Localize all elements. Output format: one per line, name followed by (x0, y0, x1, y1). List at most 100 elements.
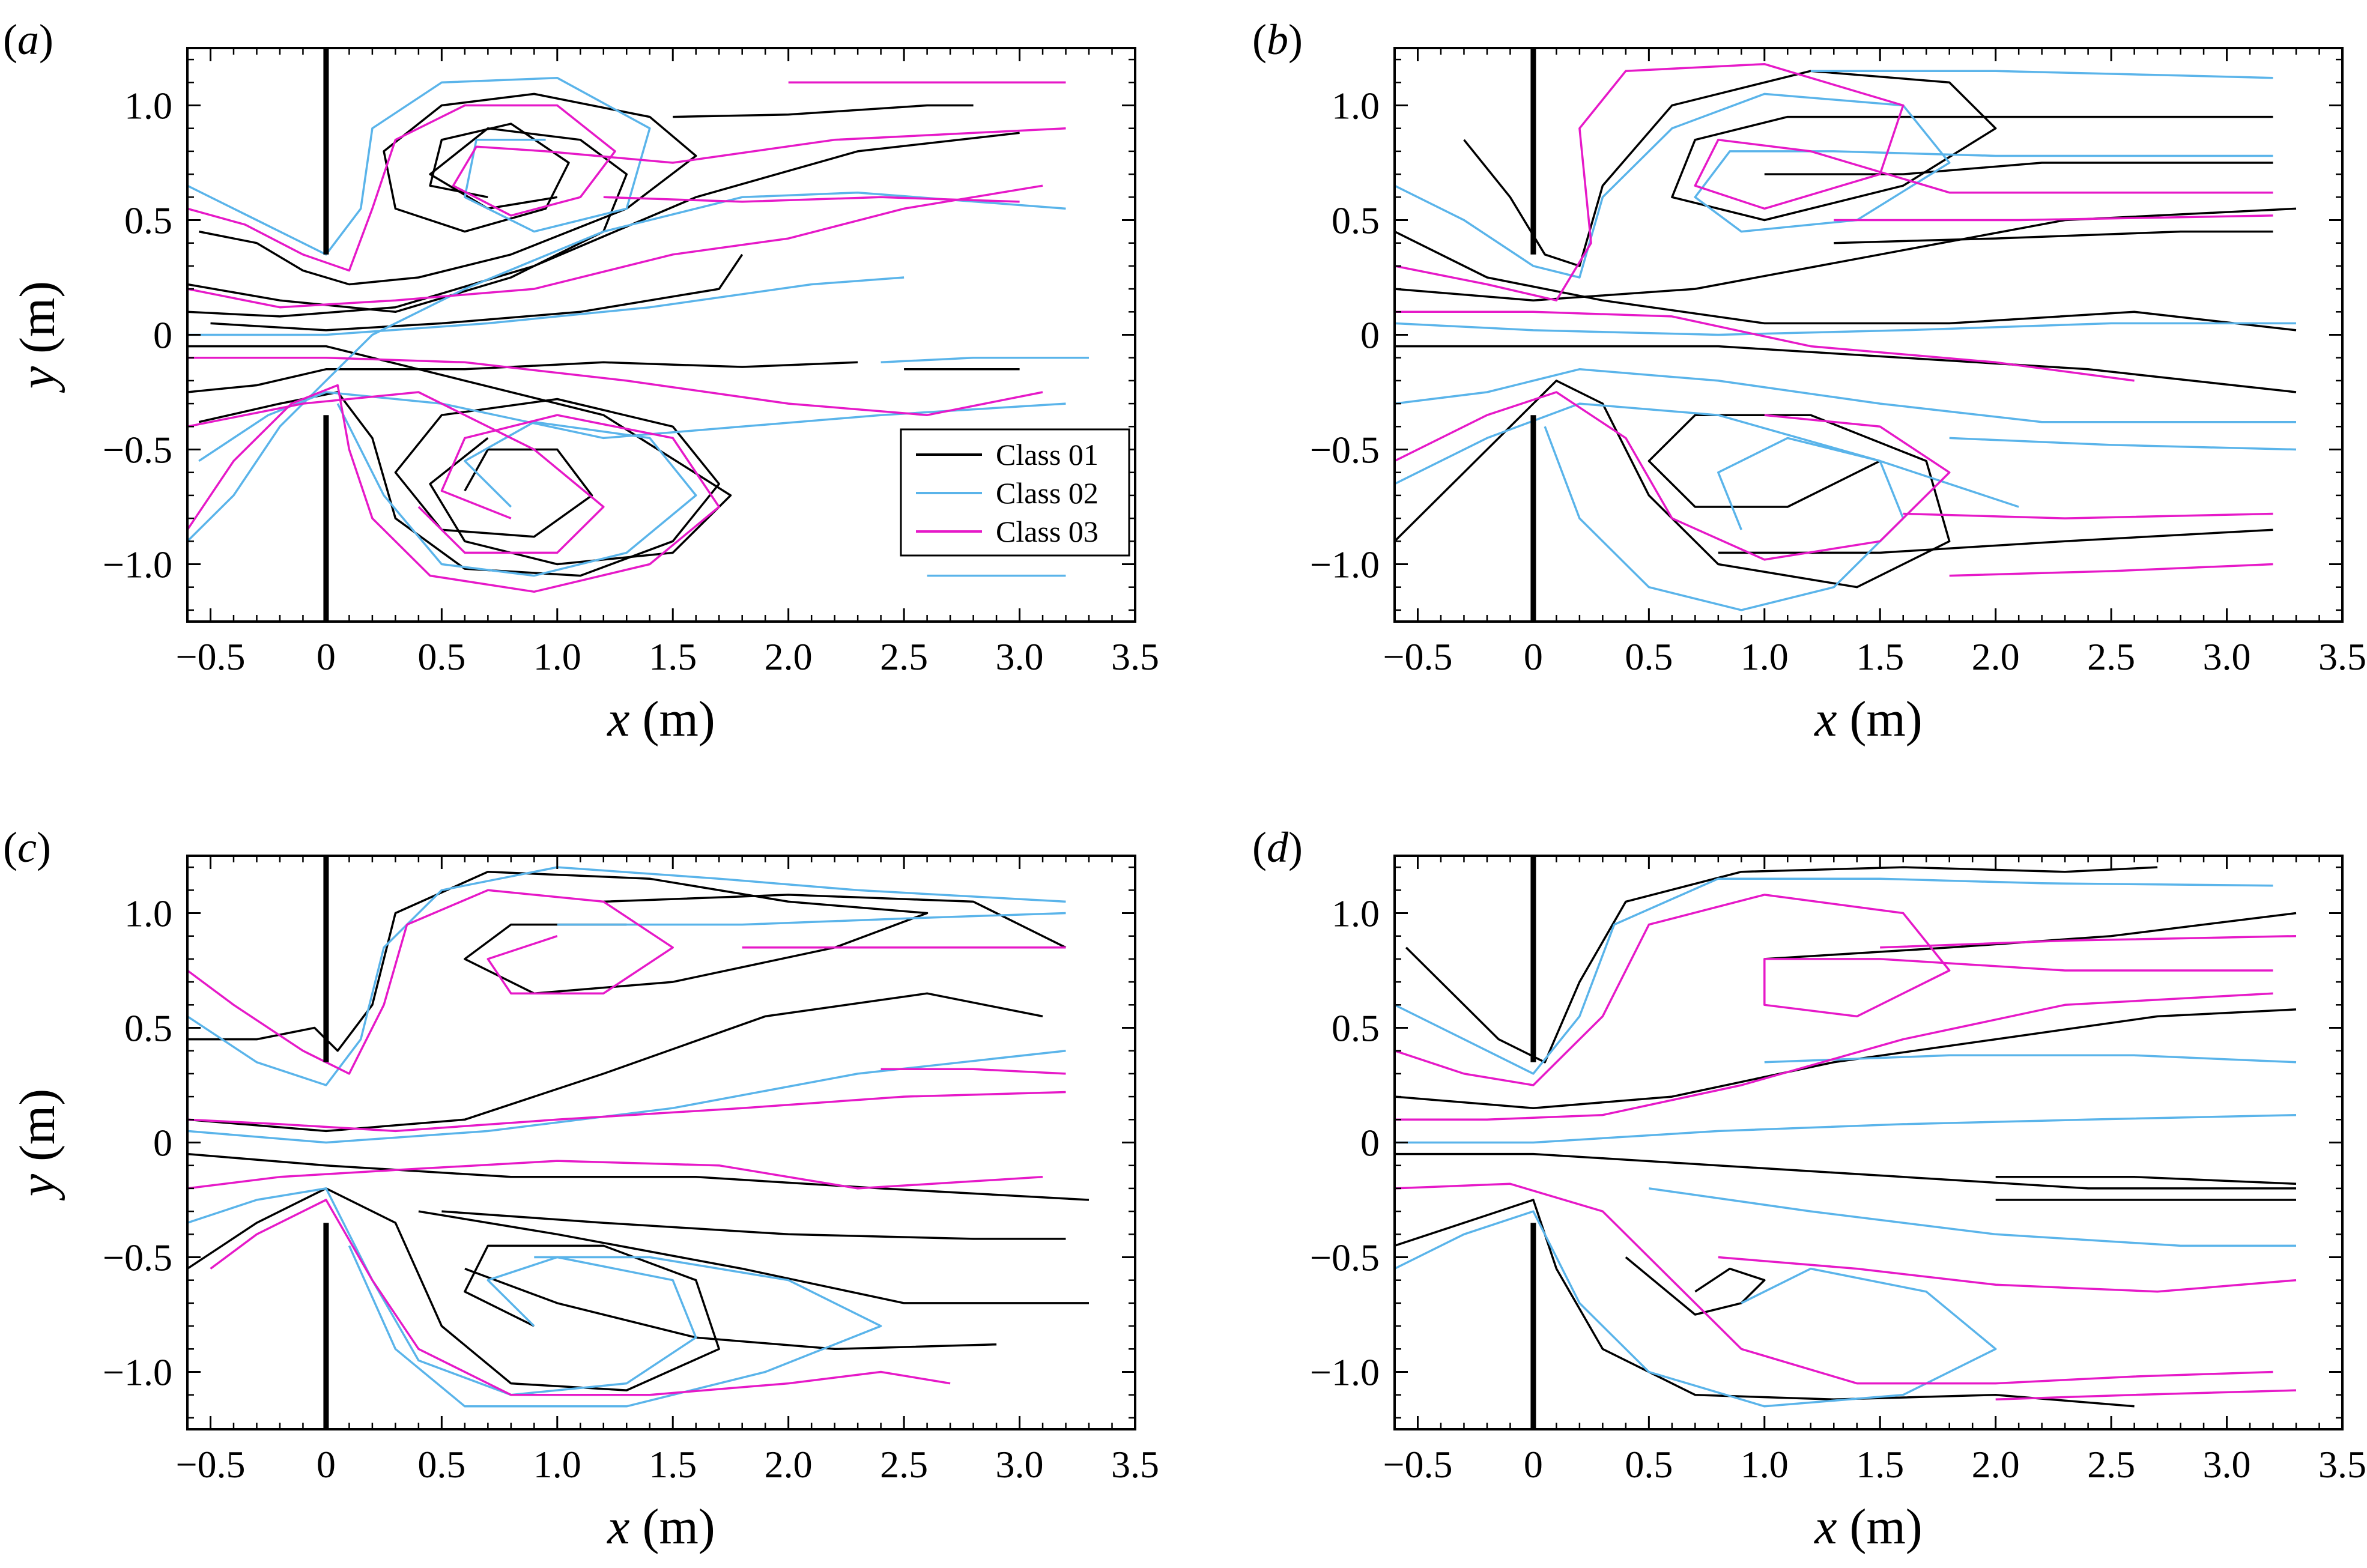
trajectory-class-01 (198, 391, 720, 577)
panel-1: −0.5 0 0.5 1.0 1.5 2.0 2.5 3.0 3.5 −1.0 −0.5 0 0.5 1.… (1252, 16, 2366, 747)
trajectory-class-01 (210, 253, 744, 331)
trajectory-class-01 (187, 345, 732, 566)
trajectory-class-01 (1834, 230, 2273, 244)
trajectory-class-02 (348, 1245, 882, 1408)
trajectory-class-01 (187, 992, 1043, 1133)
y-tick-label: 0 (1360, 1122, 1380, 1164)
x-tick-label: 0.5 (417, 635, 465, 678)
trajectory-class-03 (187, 104, 1066, 272)
legend-label: Class 01 (996, 438, 1099, 471)
x-tick-label: 2.5 (2087, 1443, 2135, 1486)
trajectory-class-03 (603, 196, 1020, 203)
y-tick-label: 1.0 (124, 85, 172, 127)
trajectory-class-03 (187, 184, 1043, 309)
trajectory-class-01 (1395, 1199, 2135, 1408)
x-tick-label: 3.0 (2203, 635, 2251, 678)
trajectory-class-02 (336, 403, 697, 577)
trajectory-class-01 (464, 1267, 997, 1351)
x-tick-label: −0.5 (175, 635, 245, 678)
trajectory-class-02 (1395, 877, 2273, 1075)
trajectory-class-02 (187, 1187, 697, 1396)
trajectory-class-01 (1764, 912, 2297, 960)
trajectory-class-02 (557, 912, 1066, 926)
trajectory-class-03 (1949, 563, 2273, 577)
y-tick-label: −1.0 (103, 1351, 172, 1394)
trajectory-class-01 (1463, 70, 2273, 267)
x-tick-label: 2.0 (765, 1443, 813, 1486)
y-tick-label: 1.0 (124, 892, 172, 935)
trajectory-class-03 (187, 1160, 1043, 1190)
trajectory-class-02 (1810, 70, 2273, 79)
axes-frame (1393, 47, 2344, 623)
y-tick-label: 0.5 (124, 1007, 172, 1050)
legend-label: Class 03 (996, 515, 1099, 548)
x-tick-label: 3.0 (996, 635, 1044, 678)
trajectory-class-01 (673, 104, 974, 118)
x-tick-label: 2.0 (1972, 1443, 2020, 1486)
trajectory-class-03 (1834, 214, 2273, 222)
legend-label: Class 02 (996, 476, 1099, 510)
x-axis-title: x (m) (1813, 1499, 1923, 1555)
x-tick-label: 1.0 (1741, 635, 1789, 678)
trajectory-class-02 (1395, 1113, 2297, 1144)
x-tick-label: 0 (317, 635, 336, 678)
trajectory-class-01 (1764, 162, 2273, 175)
y-tick-label: −1.0 (1310, 543, 1380, 586)
y-tick-label: −0.5 (103, 429, 172, 471)
trajectory-class-01 (1395, 231, 2297, 331)
y-axis-title: y (m) (10, 1089, 65, 1202)
trajectory-class-02 (1544, 426, 1905, 611)
trajectory-class-03 (1395, 894, 2273, 1086)
trajectory-class-03 (210, 1199, 951, 1396)
x-tick-label: −0.5 (1383, 635, 1452, 678)
trajectory-class-03 (1395, 992, 2273, 1121)
x-tick-label: 1.5 (649, 1443, 697, 1486)
x-tick-label: 0.5 (417, 1443, 465, 1486)
trajectory-class-03 (1395, 391, 1951, 561)
trajectory-class-01 (603, 894, 1067, 949)
panel-0: −0.5 0 0.5 1.0 1.5 2.0 2.5 3.0 3.5 −1.0 −0.5 0 0.5 1.… (3, 16, 1159, 747)
trajectory-class-01 (1625, 1256, 1766, 1316)
x-tick-label: 3.5 (1111, 1443, 1159, 1486)
x-tick-label: 1.0 (533, 635, 581, 678)
trajectories (187, 866, 1090, 1408)
y-tick-label: 1.0 (1332, 892, 1380, 935)
x-tick-label: −0.5 (1383, 1443, 1452, 1486)
x-tick-label: 3.5 (2318, 635, 2366, 678)
trajectory-class-03 (187, 391, 605, 554)
y-tick-label: −0.5 (103, 1237, 172, 1279)
x-axis-title: x (m) (606, 1499, 715, 1555)
x-tick-label: 1.0 (533, 1443, 581, 1486)
panel-label: (c) (3, 823, 51, 871)
trajectory-class-02 (1949, 437, 2297, 451)
y-tick-label: 1.0 (1332, 85, 1380, 127)
y-tick-label: −1.0 (103, 543, 172, 586)
x-tick-label: 3.0 (996, 1443, 1044, 1486)
trajectory-class-03 (1718, 1256, 2297, 1293)
trajectory-class-01 (187, 1187, 720, 1391)
y-tick-label: −0.5 (1310, 429, 1380, 471)
trajectory-class-02 (880, 356, 1089, 364)
trajectory-class-02 (1395, 368, 2296, 423)
trajectory-class-01 (1395, 345, 2297, 393)
panel-3: −0.5 0 0.5 1.0 1.5 2.0 2.5 3.0 3.5 −1.0 −0.5 0 0.5 1.… (1252, 823, 2366, 1555)
trajectory-class-01 (1995, 1176, 2297, 1185)
y-tick-label: −0.5 (1310, 1237, 1380, 1279)
trajectory-class-03 (187, 889, 674, 1075)
trajectory-class-01 (441, 1210, 1066, 1240)
panel-label: (d) (1252, 823, 1303, 871)
trajectory-class-02 (198, 391, 1066, 462)
y-tick-label: 0 (153, 1122, 172, 1164)
trajectory-class-03 (187, 356, 1043, 416)
trajectory-class-01 (187, 132, 1020, 318)
x-tick-label: 0.5 (1625, 1443, 1673, 1486)
x-tick-label: 0 (1524, 1443, 1543, 1486)
trajectory-class-01 (187, 361, 858, 393)
x-axis-title: x (m) (606, 691, 715, 747)
trajectory-class-02 (1395, 402, 2019, 508)
x-tick-label: 0.5 (1625, 635, 1673, 678)
x-tick-label: 3.5 (2318, 1443, 2366, 1486)
x-tick-label: 1.5 (1856, 1443, 1904, 1486)
trajectory-class-01 (418, 1210, 1089, 1304)
